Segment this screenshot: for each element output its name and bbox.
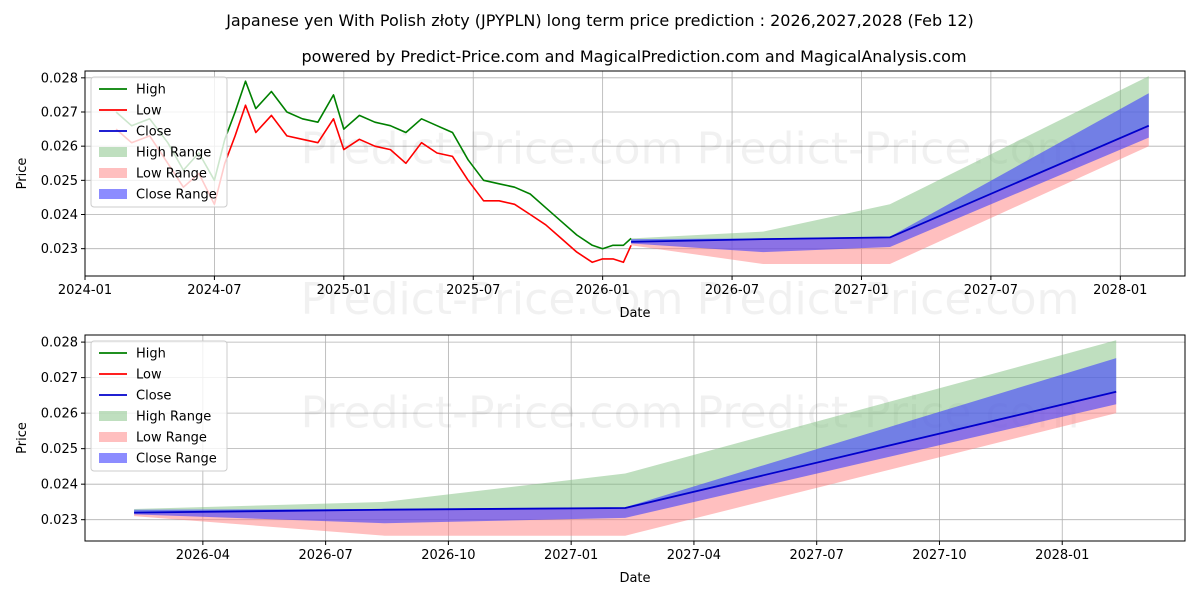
legend-label: Close Range bbox=[136, 188, 217, 203]
x-tick-label: 2027-01 bbox=[834, 283, 888, 298]
legend-label: Low Range bbox=[136, 431, 207, 446]
legend-swatch bbox=[99, 168, 127, 178]
y-axis-label: Price bbox=[15, 158, 30, 190]
x-tick-label: 2024-01 bbox=[58, 283, 112, 298]
x-tick-label: 2028-01 bbox=[1093, 283, 1147, 298]
legend-label: High bbox=[136, 347, 166, 362]
x-tick-label: 2025-07 bbox=[446, 283, 500, 298]
y-tick-label: 0.028 bbox=[41, 336, 78, 351]
x-tick-label: 2027-07 bbox=[790, 548, 844, 563]
close-range-band bbox=[134, 358, 1117, 524]
legend-label: High bbox=[136, 83, 166, 98]
watermark: Predict-Price.com bbox=[301, 274, 684, 325]
y-tick-label: 0.025 bbox=[41, 442, 78, 457]
legend-swatch bbox=[99, 453, 127, 463]
legend: High Low Close High Range Low Range Close Ran… bbox=[90, 340, 228, 472]
legend-label: High Range bbox=[136, 410, 211, 425]
y-tick-label: 0.026 bbox=[41, 140, 78, 155]
upper-panel: Predict-Price.com Predict-Price.com Predic… bbox=[15, 70, 1186, 325]
x-tick-label: 2027-10 bbox=[912, 548, 966, 563]
x-tick-label: 2026-04 bbox=[176, 548, 230, 563]
y-tick-label: 0.025 bbox=[41, 174, 78, 189]
axes-frame bbox=[84, 334, 1186, 542]
legend-label: Low Range bbox=[136, 167, 207, 182]
x-tick-label: 2026-01 bbox=[575, 283, 629, 298]
y-tick-label: 0.027 bbox=[41, 106, 78, 121]
watermark: Predict-Price.com bbox=[301, 123, 684, 174]
close-range-band bbox=[631, 93, 1149, 253]
legend-label: Close bbox=[136, 389, 171, 404]
chart-title: Japanese yen With Polish złoty (JPYPLN) … bbox=[225, 11, 974, 30]
low-range-band bbox=[631, 125, 1149, 264]
legend-swatch bbox=[99, 147, 127, 157]
legend-swatch bbox=[99, 189, 127, 199]
legend-label: Low bbox=[136, 368, 162, 383]
x-tick-label: 2028-01 bbox=[1035, 548, 1089, 563]
x-tick-label: 2024-07 bbox=[187, 283, 241, 298]
y-tick-label: 0.026 bbox=[41, 407, 78, 422]
legend-label: Close Range bbox=[136, 452, 217, 467]
x-tick-label: 2027-04 bbox=[667, 548, 721, 563]
x-tick-label: 2025-01 bbox=[317, 283, 371, 298]
legend: High Low Close High Range Low Range Close Ran… bbox=[90, 76, 228, 208]
close-series-line bbox=[631, 124, 1150, 243]
watermark: Predict-Price.com bbox=[301, 388, 684, 439]
y-axis-label: Price bbox=[15, 422, 30, 454]
plot-area bbox=[134, 340, 1117, 536]
legend-label: High Range bbox=[136, 146, 211, 161]
x-axis-label: Date bbox=[619, 306, 650, 321]
y-tick-label: 0.028 bbox=[41, 71, 78, 86]
x-tick-label: 2027-07 bbox=[964, 283, 1018, 298]
axes-frame bbox=[84, 70, 1186, 277]
x-tick-label: 2026-07 bbox=[705, 283, 759, 298]
watermark: Predict-Price.com bbox=[697, 274, 1080, 325]
legend-swatch bbox=[99, 432, 127, 442]
y-tick-label: 0.023 bbox=[41, 242, 78, 257]
legend-swatch bbox=[99, 411, 127, 421]
lower-panel: Predict-Price.comPredict-Price.com2026-0… bbox=[15, 334, 1186, 586]
x-axis-label: Date bbox=[619, 571, 650, 586]
chart-subtitle: powered by Predict-Price.com and Magical… bbox=[301, 47, 966, 66]
low-range-band bbox=[134, 391, 1117, 536]
close-series-line bbox=[134, 390, 1117, 514]
y-tick-label: 0.024 bbox=[41, 478, 78, 493]
x-tick-label: 2026-07 bbox=[298, 548, 352, 563]
legend-label: Low bbox=[136, 104, 162, 119]
x-tick-label: 2027-01 bbox=[544, 548, 598, 563]
y-tick-label: 0.024 bbox=[41, 208, 78, 223]
legend-label: Close bbox=[136, 125, 171, 140]
y-tick-label: 0.023 bbox=[41, 513, 78, 528]
y-tick-label: 0.027 bbox=[41, 371, 78, 386]
x-tick-label: 2026-10 bbox=[421, 548, 475, 563]
